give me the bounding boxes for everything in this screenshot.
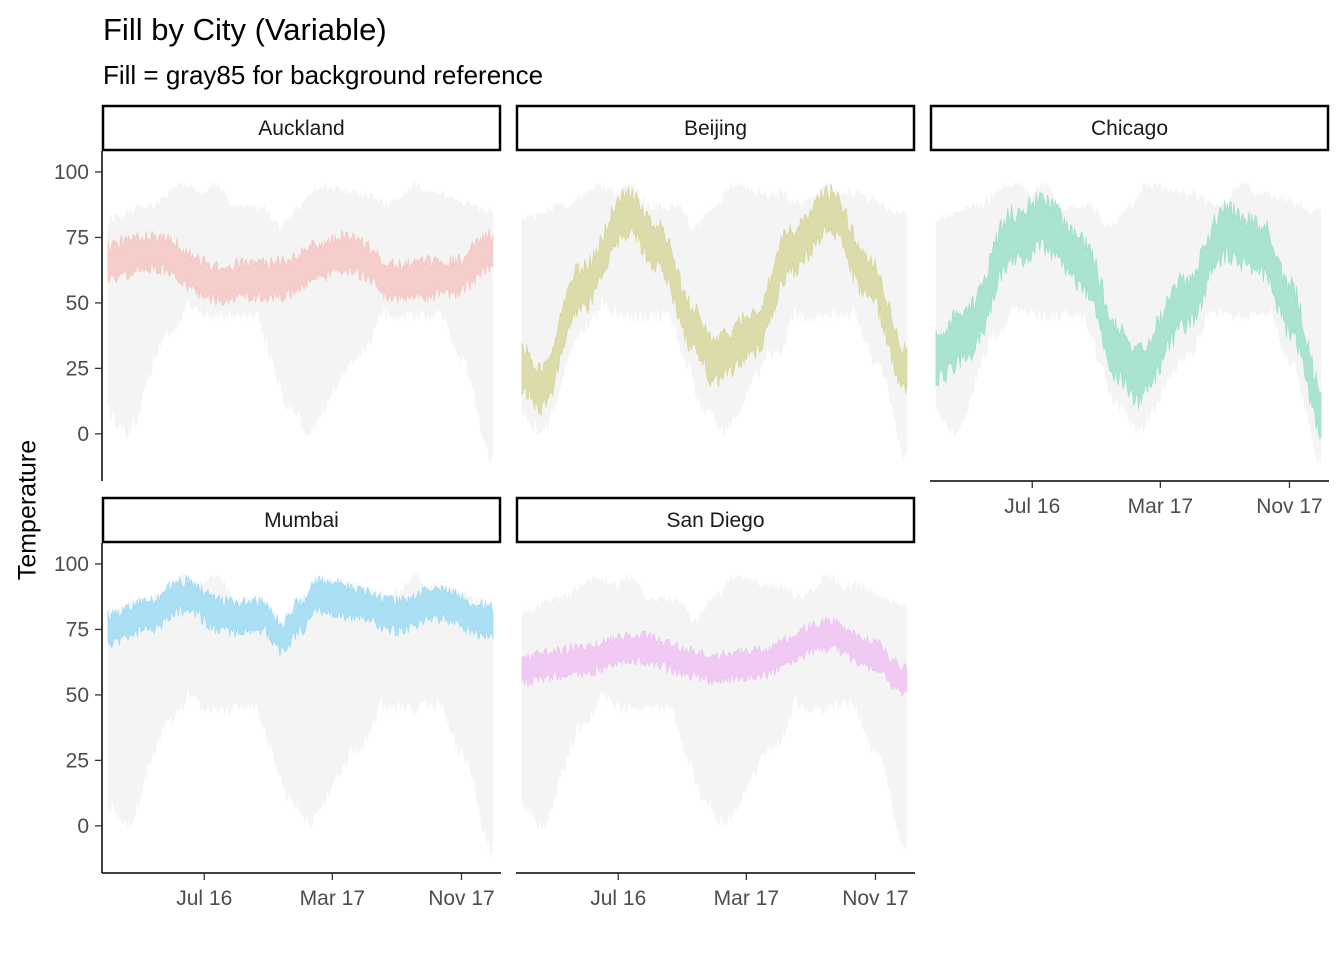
- city-band-mumbai: [107, 574, 494, 657]
- background-band-auckland: [107, 180, 494, 465]
- y-tick-label: 100: [54, 553, 89, 576]
- strip-label-auckland: Auckland: [258, 117, 344, 140]
- x-tick-label: Jul 16: [590, 887, 646, 910]
- x-tick-label: Nov 17: [1256, 495, 1323, 518]
- x-tick-label: Nov 17: [842, 887, 909, 910]
- strip-label-chicago: Chicago: [1091, 117, 1168, 140]
- y-tick-label: 50: [66, 292, 89, 315]
- strip-chicago: [929, 104, 1330, 152]
- x-tick-label: Mar 17: [714, 887, 779, 910]
- y-tick-label: 75: [66, 226, 89, 249]
- chart-title: Fill by City (Variable): [103, 12, 387, 47]
- y-tick-label: 50: [66, 684, 89, 707]
- strip-san-diego: [515, 496, 916, 544]
- strip-label-san-diego: San Diego: [666, 509, 764, 532]
- x-tick-label: Jul 16: [176, 887, 232, 910]
- chart-subtitle: Fill = gray85 for background reference: [103, 60, 544, 90]
- background-band-beijing: [521, 181, 908, 460]
- y-tick-label: 0: [77, 815, 89, 838]
- x-tick-label: Mar 17: [1128, 495, 1193, 518]
- city-band-chicago: [935, 191, 1322, 441]
- city-band-auckland: [107, 228, 494, 307]
- y-tick-label: 25: [66, 357, 89, 380]
- background-band-san-diego: [521, 572, 908, 850]
- x-tick-label: Jul 16: [1004, 495, 1060, 518]
- strip-mumbai: [101, 496, 502, 544]
- city-band-san-diego: [521, 615, 908, 698]
- y-tick-label: 0: [77, 423, 89, 446]
- y-tick-label: 100: [54, 161, 89, 184]
- strip-beijing: [515, 104, 916, 152]
- city-band-beijing: [521, 183, 908, 416]
- y-tick-label: 25: [66, 749, 89, 772]
- background-band-mumbai: [107, 571, 494, 857]
- x-tick-label: Nov 17: [428, 887, 495, 910]
- x-tick-label: Mar 17: [300, 887, 365, 910]
- y-tick-label: 75: [66, 618, 89, 641]
- strip-label-mumbai: Mumbai: [264, 509, 339, 532]
- background-band-chicago: [935, 180, 1322, 464]
- strip-label-beijing: Beijing: [684, 117, 747, 140]
- strip-auckland: [101, 104, 502, 152]
